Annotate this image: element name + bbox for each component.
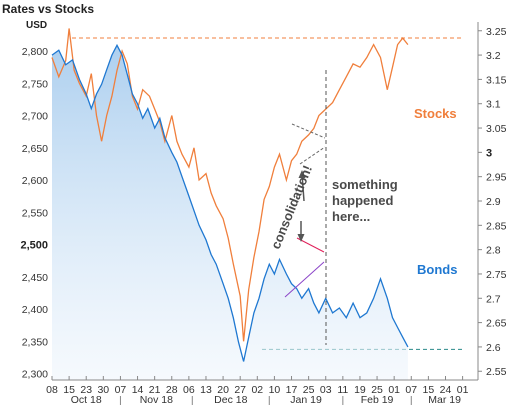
right-axis-tick-label: 3: [486, 147, 492, 159]
x-axis-tick-label: 25: [303, 384, 315, 396]
right-axis-tick-label: 2.6: [486, 342, 501, 354]
bonds-label: Bonds: [417, 262, 457, 277]
month-label: Dec 18: [214, 394, 247, 405]
x-axis-tick-label: 01: [388, 384, 400, 396]
left-axis-tick-label: 2,350: [22, 336, 48, 348]
left-axis-tick-label: 2,750: [22, 78, 48, 90]
chart-title: Rates vs Stocks: [2, 2, 94, 16]
right-axis-tick-label: 2.7: [486, 293, 501, 305]
left-axis-tick-label: 2,600: [22, 175, 48, 187]
right-axis-tick-label: 3.15: [486, 74, 507, 86]
x-axis-ticks: 08 15 23 30 07 14 21 28 06 13 20 27 02 10 17 25 03 11 19 25…: [46, 376, 469, 396]
right-axis-tick-label: 2.85: [486, 220, 507, 232]
stocks-consolidation-lower: [299, 146, 326, 165]
left-axis-tick-label: 2,550: [22, 207, 48, 219]
annotation-line-3: here...: [332, 209, 370, 224]
stocks-series-line: [51, 28, 409, 342]
x-axis-tick-label: 10: [269, 384, 281, 396]
x-axis-tick-label: 03: [320, 384, 332, 396]
right-axis-tick-label: 3.1: [486, 99, 501, 111]
consolidation-arrow-upper: [301, 173, 305, 202]
x-axis-tick-label: 15: [63, 384, 75, 396]
left-axis-ticks: 2,300 2,350 2,400 2,450 2,500 2,550 2,600 2,650…: [20, 46, 48, 381]
x-axis-tick-label: 08: [46, 384, 58, 396]
annotation-line-2: happened: [332, 193, 393, 208]
annotation-line-1: something: [332, 177, 398, 192]
left-axis-tick-label: 2,800: [22, 46, 48, 58]
left-axis-tick-label: 2,650: [22, 143, 48, 155]
right-axis-ticks: 2.55 2.6 2.65 2.7 2.75 2.8 2.85 2.9 2.95 3 3.05 3.1…: [478, 26, 507, 378]
right-axis-tick-label: 3.25: [486, 26, 507, 38]
x-axis-tick-label: 17: [286, 384, 298, 396]
left-axis-tick-label: 2,400: [22, 304, 48, 316]
x-axis-tick-label: 06: [183, 384, 195, 396]
left-axis-tick-label: 2,300: [22, 369, 48, 381]
month-label: Oct 18: [71, 394, 102, 405]
bonds-area-fill: [52, 45, 408, 381]
x-axis-tick-label: 27: [234, 384, 246, 396]
left-axis-tick-label: 2,700: [22, 111, 48, 123]
month-label: Feb 19: [361, 394, 394, 405]
left-axis-tick-label: 2,450: [22, 272, 48, 284]
right-axis-tick-label: 3.05: [486, 123, 507, 135]
arrowhead-up-icon: [298, 170, 306, 178]
x-axis-tick-label: 11: [337, 384, 348, 396]
x-axis-tick-label: 25: [371, 384, 383, 396]
month-label: Nov 18: [140, 394, 173, 405]
x-axis-tick-label: 14: [132, 384, 144, 396]
right-axis-tick-label: 2.75: [486, 269, 507, 281]
arrowhead-down-icon: [297, 234, 305, 242]
x-axis-tick-label: 19: [354, 384, 366, 396]
consolidation-label: consolidation!: [268, 163, 315, 251]
bonds-series-line: [51, 43, 409, 362]
x-axis-tick-label: 07: [115, 384, 127, 396]
left-axis-tick-label: 2,500: [20, 240, 48, 252]
right-axis-tick-label: 2.9: [486, 196, 501, 208]
x-axis-tick-label: 01: [457, 384, 469, 396]
bonds-consolidation-lower: [284, 261, 325, 298]
x-axis-tick-label: 02: [251, 384, 263, 396]
x-axis-tick-label: 21: [149, 384, 161, 396]
x-axis-tick-label: 28: [166, 384, 178, 396]
left-axis-unit: USD: [26, 20, 47, 31]
right-axis-tick-label: 2.95: [486, 172, 507, 184]
stocks-label: Stocks: [414, 106, 457, 121]
x-axis-tick-label: 15: [423, 384, 435, 396]
month-label: Jan 19: [290, 394, 322, 405]
x-axis-tick-label: 23: [80, 384, 92, 396]
right-axis-tick-label: 3.2: [486, 50, 501, 62]
right-axis-tick-label: 2.65: [486, 318, 507, 330]
x-axis-tick-label: 07: [405, 384, 417, 396]
right-axis-tick-label: 2.8: [486, 245, 501, 257]
x-axis-tick-label: 30: [97, 384, 109, 396]
stocks-consolidation-upper: [291, 123, 326, 139]
x-axis-tick-label: 13: [200, 384, 212, 396]
x-axis-tick-label: 24: [440, 384, 452, 396]
x-axis-month-labels: Oct 18 Nov 18 Dec 18 Jan 19 Feb 19 Mar 19: [71, 394, 461, 405]
month-label: Mar 19: [428, 394, 461, 405]
right-axis-tick-label: 2.55: [486, 366, 507, 378]
x-axis-tick-label: 20: [217, 384, 229, 396]
